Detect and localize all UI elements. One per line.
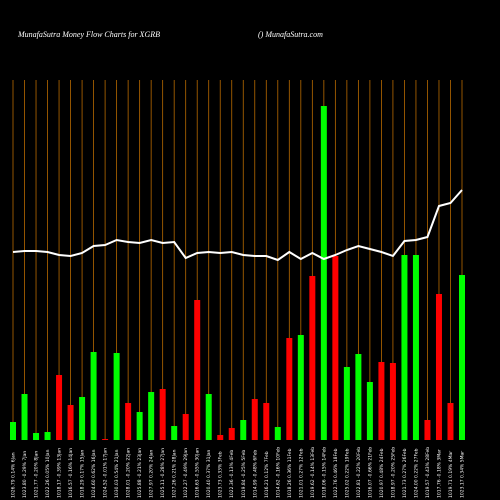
bar xyxy=(355,354,362,440)
x-tick-label: 1027.26 0.21% 28Jan xyxy=(172,449,178,498)
x-tick-label: 1026.79 0.14% 6Jan xyxy=(11,452,17,498)
x-tick-label: 1018.26 0.36% 11Feb xyxy=(287,448,293,498)
bar xyxy=(263,403,270,440)
x-tick-label: 1023.80 -0.29% 7Jan xyxy=(22,451,28,498)
x-tick-label: 1021.73 0.27% 26Feb xyxy=(402,448,408,498)
x-tick-label: 1022.81 -0.22% 20Feb xyxy=(356,447,362,498)
bar xyxy=(412,255,419,440)
x-tick-label: 1022.27 -0.49% 29Jan xyxy=(183,448,189,498)
x-tick-label: 1022.36 -0.13% 4Feb xyxy=(229,450,235,498)
x-tick-label: 1025.02 0.22% 19Feb xyxy=(344,448,350,498)
bar xyxy=(113,353,120,440)
x-tick-label: 1023.17 0.34% 5Mar xyxy=(460,451,466,498)
bar xyxy=(240,420,247,440)
bar xyxy=(424,420,431,440)
bar xyxy=(125,403,132,440)
bar xyxy=(21,394,28,440)
x-tick-label: 1020.40 0.37% 31Jan xyxy=(206,449,212,498)
bar xyxy=(401,255,408,440)
bar xyxy=(309,276,316,440)
bar xyxy=(90,352,97,440)
x-tick-label: 1025.88 -0.21% 23Jan xyxy=(137,448,143,498)
bar xyxy=(274,427,281,440)
x-tick-label: 1024.00 0.22% 27Feb xyxy=(413,448,419,498)
bar xyxy=(102,439,109,440)
bar xyxy=(366,382,373,440)
x-tick-label: 1018.06 -0.15% 14Feb xyxy=(321,447,327,498)
chart-subtitle: () MunafaSutra.com xyxy=(258,30,323,39)
bar xyxy=(205,394,212,440)
x-tick-label: 1016.21 0.12% 7Feb xyxy=(264,451,270,498)
x-tick-label: 1027.97 0.20% 24Jan xyxy=(149,449,155,498)
bar xyxy=(217,435,224,440)
bar xyxy=(44,432,51,440)
x-tick-label: 1021.01 0.27% 12Feb xyxy=(298,448,304,498)
x-tick-label: 1018.29 0.17% 15Jan xyxy=(80,449,86,498)
bar xyxy=(343,367,350,440)
bar xyxy=(228,428,235,440)
bar xyxy=(182,414,189,440)
bar xyxy=(435,294,442,440)
price-line xyxy=(12,189,463,262)
x-tick-label: 1014.99 -0.48% 6Feb xyxy=(252,450,258,498)
x-tick-label: 1022.76 0.46% 18Feb xyxy=(333,448,339,498)
bar xyxy=(79,397,86,440)
x-tick-label: 1022.26 0.05% 10Jan xyxy=(45,449,51,498)
x-tick-label: 1018.17 -0.39% 13Jan xyxy=(57,448,63,498)
bar xyxy=(159,389,166,440)
x-tick-label: 1019.71 0.19% 4Mar xyxy=(448,451,454,498)
bar xyxy=(320,106,327,440)
x-tick-label: 1021.77 -0.20% 8Jan xyxy=(34,451,40,498)
bar xyxy=(194,300,201,440)
bar xyxy=(378,362,385,440)
bar xyxy=(148,392,155,440)
bar xyxy=(10,422,16,440)
x-tick-label: 1014.62 -0.16% 10Feb xyxy=(275,447,281,498)
bar xyxy=(136,412,143,440)
x-tick-label: 1019.57 -0.43% 28Feb xyxy=(425,447,431,498)
x-tick-label: 1024.52 -0.01% 17Jan xyxy=(103,448,109,498)
bar xyxy=(389,363,396,440)
x-tick-label: 1018.97 -0.20% 25Feb xyxy=(390,447,396,498)
x-tick-label: 1028.01 -0.20% 22Jan xyxy=(126,448,132,498)
bar xyxy=(67,405,74,440)
x-tick-label: 1019.84 -0.25% 5Feb xyxy=(241,450,247,498)
bar xyxy=(459,275,465,440)
bar xyxy=(251,399,258,440)
x-tick-label: 1017.76 -0.18% 3Mar xyxy=(436,449,442,498)
chart-title: MunafaSutra Money Flow Charts for XGRB xyxy=(17,30,160,39)
x-tick-label: 1016.07 -0.66% 21Feb xyxy=(367,447,373,498)
x-tick-label: 1024.60 0.62% 16Jan xyxy=(91,449,97,498)
bar xyxy=(286,338,293,440)
bar xyxy=(447,403,454,440)
x-tick-label: 1019.62 -0.14% 13Feb xyxy=(310,447,316,498)
x-tick-label: 1025.11 -0.28% 27Jan xyxy=(160,448,166,498)
x-tick-label: 1023.73 0.33% 3Feb xyxy=(218,451,224,498)
x-tick-label: 1016.57 -0.16% 14Jan xyxy=(68,448,74,498)
bar xyxy=(33,433,40,440)
x-tick-label: 1020.97 0.48% 24Feb xyxy=(379,448,385,498)
x-tick-label: 1030.03 0.54% 21Jan xyxy=(114,449,120,498)
bar xyxy=(332,256,339,440)
bar xyxy=(56,375,63,440)
bar xyxy=(171,426,178,440)
bar xyxy=(297,335,304,440)
x-tick-label: 1016.63 -0.55% 30Jan xyxy=(195,448,201,498)
